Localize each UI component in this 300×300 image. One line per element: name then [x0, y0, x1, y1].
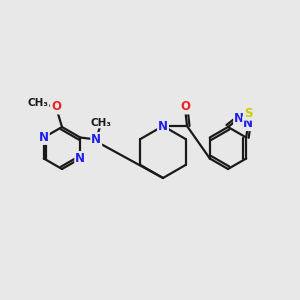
- Text: O: O: [180, 100, 190, 113]
- Text: N: N: [243, 117, 253, 130]
- Text: S: S: [244, 107, 252, 120]
- Text: CH₃: CH₃: [91, 118, 112, 128]
- Text: N: N: [75, 152, 85, 165]
- Text: N: N: [158, 119, 168, 133]
- Text: N: N: [234, 112, 244, 125]
- Text: O: O: [51, 100, 61, 113]
- Text: CH₃: CH₃: [28, 98, 49, 108]
- Text: N: N: [91, 133, 101, 146]
- Text: N: N: [39, 131, 49, 144]
